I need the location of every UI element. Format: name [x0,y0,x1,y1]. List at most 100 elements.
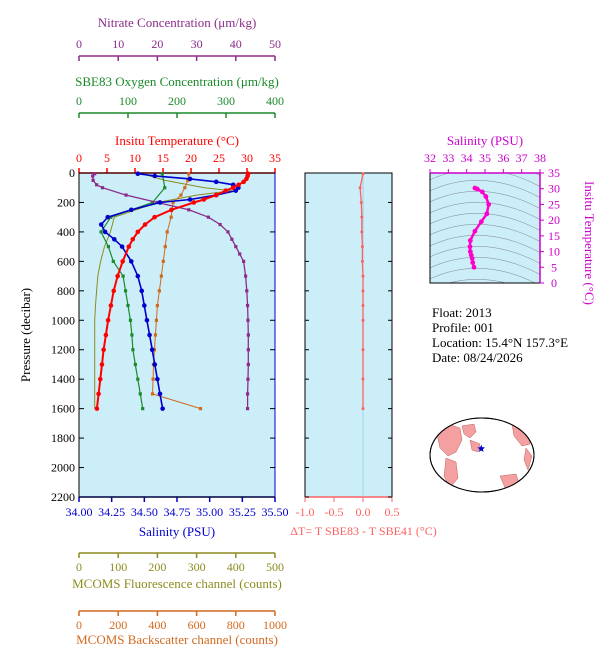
ts-point [470,260,476,265]
backscatter-point [157,289,161,293]
delta-t-axis-title: ΔT= T SBE83 - T SBE41 (°C) [290,524,436,538]
oxygen-point [133,362,137,367]
nitrate-point [100,186,105,190]
ts-density-line [430,179,540,198]
nitrate-point [124,193,128,197]
temperature-point [130,236,136,242]
ts-density-line [430,245,540,264]
delta-t-point [360,259,364,263]
temperature-point [230,185,236,191]
backscatter-axis-title: MCOMS Backscatter channel (counts) [76,632,278,647]
backscatter-tick-label: 1000 [263,618,287,632]
nitrate-tick-label: 30 [191,37,203,51]
ts-salinity-tick-label: 36 [497,151,509,165]
oxygen-point [150,200,155,205]
oxygen-tick-label: 0 [76,94,82,108]
temperature-point [105,317,111,323]
salinity-point [98,222,104,227]
temperature-point [135,229,141,235]
fluorescence-axis-title: MCOMS Fluorescence channel (counts) [72,576,282,591]
pressure-tick-label: 1000 [51,313,75,327]
nitrate-point [238,252,242,256]
salinity-point [135,273,141,279]
temperature-tick-label: 15 [157,151,169,165]
delta-t-tick-label: -0.5 [325,505,344,519]
nitrate-point [246,362,250,367]
salinity-tick-label: 34.75 [164,505,191,519]
fluorescence-tick-label: 200 [148,560,166,574]
oxygen-point [111,259,115,263]
backscatter-tick-label: 0 [76,618,82,632]
nitrate-axis-title: Nitrate Concentration (μm/kg) [98,15,257,30]
nitrate-point [245,407,250,411]
axis-lines [78,55,544,616]
pressure-tick-label: 0 [69,166,75,180]
ts-point [472,228,478,234]
oxygen-point [130,333,134,337]
salinity-point [152,173,158,179]
oxygen-tick-label: 300 [217,94,235,108]
temperature-point [108,303,114,308]
float-id-label: Float: 2013 [432,305,492,320]
oxygen-tick-label: 400 [266,94,284,108]
temperature-point [241,179,246,185]
salinity-tick-label: 34.00 [66,505,93,519]
backscatter-point [155,303,159,308]
delta-t-tick-label: 0.0 [356,505,371,519]
backscatter-point [171,200,175,205]
oxygen-tick-label: 100 [119,94,137,108]
nitrate-point [91,178,95,182]
backscatter-tick-label: 800 [227,618,245,632]
nitrate-point [226,230,230,234]
nitrate-point [234,245,238,249]
map-landmass [461,423,477,439]
salinity-point [147,332,152,338]
salinity-point [187,176,193,182]
delta-t-point [361,407,365,411]
salinity-point [128,259,134,264]
temperature-point [142,222,148,227]
salinity-point [144,317,150,323]
ts-point [486,202,492,207]
oxygen-point [106,245,110,249]
backscatter-point [159,274,163,278]
delta-t-point [360,245,364,249]
ts-point [469,256,475,261]
temperature-point [111,288,117,294]
ts-density-line [430,267,536,283]
pressure-tick-label: 1600 [51,402,75,416]
oxygen-point [121,274,125,278]
fluorescence-tick-label: 0 [76,560,82,574]
oxygen-axis-title: SBE83 Oxygen Concentration (μm/kg) [75,74,279,89]
pressure-tick-label: 1400 [51,372,75,386]
temperature-axis-title: Insitu Temperature (°C) [115,133,239,148]
temperature-point [115,273,120,279]
delta-t-point [358,186,362,190]
salinity-point [139,288,145,294]
ts-salinity-tick-label: 38 [534,151,546,165]
pressure-tick-label: 2000 [51,461,75,475]
oxygen-point [131,348,135,352]
nitrate-tick-label: 20 [151,37,163,51]
map-landmass [469,439,481,453]
oxygen-tick-label: 200 [168,94,186,108]
nitrate-point [91,174,95,178]
ts-point [484,211,490,217]
salinity-tick-label: 34.50 [131,505,158,519]
delta-t-point [361,348,365,352]
temperature-point [213,192,219,198]
delta-t-point [359,200,363,204]
ts-point [474,186,480,192]
ts-temperature-tick-label: 25 [548,197,560,211]
nitrate-point [246,377,250,381]
ts-point [471,264,477,270]
ts-density-line [448,278,507,283]
backscatter-point [150,392,155,396]
fluorescence-tick-label: 400 [227,560,245,574]
backscatter-point [161,259,165,263]
salinity-point [160,406,165,411]
map-land-group [435,423,533,491]
salinity-point [157,391,163,397]
salinity-point [149,347,155,353]
nitrate-point [218,222,222,227]
